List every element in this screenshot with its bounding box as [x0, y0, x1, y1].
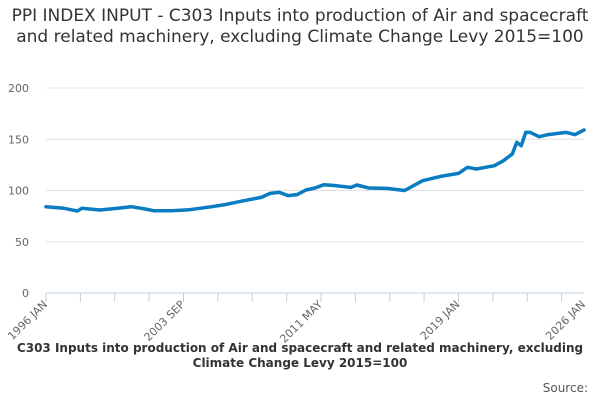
data-point	[44, 205, 48, 209]
y-tick-label: 150	[8, 133, 29, 146]
y-tick-label: 100	[8, 185, 29, 198]
data-point	[143, 207, 147, 211]
y-tick-label: 200	[8, 82, 29, 95]
data-point	[403, 188, 407, 193]
data-point	[385, 186, 389, 191]
data-point	[349, 185, 353, 190]
x-tick-label: 2003 SEP	[142, 298, 188, 344]
data-point	[524, 130, 528, 134]
data-point	[259, 195, 263, 199]
data-point	[367, 186, 371, 190]
data-series-line	[44, 128, 586, 213]
data-point	[564, 130, 568, 134]
data-point	[277, 190, 281, 194]
data-point	[152, 209, 156, 213]
data-point	[304, 188, 308, 192]
data-point	[223, 203, 227, 207]
data-point	[268, 191, 272, 195]
data-point	[62, 206, 66, 210]
x-axis-label: C303 Inputs into production of Air and s…	[16, 341, 584, 370]
data-point	[456, 171, 461, 175]
data-point	[510, 152, 514, 156]
data-point	[75, 209, 79, 213]
data-point	[546, 133, 550, 137]
x-tick-label: 1996 JAN	[5, 298, 50, 343]
data-point	[205, 205, 209, 209]
data-point	[528, 130, 532, 134]
data-point	[241, 199, 245, 203]
x-tick-label: 2019 JAN	[418, 298, 463, 343]
data-point	[169, 209, 174, 213]
data-point	[98, 208, 102, 212]
data-point	[519, 144, 523, 148]
data-point	[80, 206, 84, 210]
data-point	[515, 140, 519, 144]
data-point	[582, 128, 586, 132]
chart-title: PPI INDEX INPUT - C303 Inputs into produ…	[11, 6, 589, 47]
x-tick-label: 2011 MAY	[277, 298, 325, 346]
y-tick-label: 50	[15, 236, 29, 249]
data-point	[322, 183, 326, 187]
data-point	[465, 165, 470, 169]
data-point	[286, 194, 290, 198]
data-point	[501, 159, 505, 163]
data-point	[295, 193, 299, 197]
source-label: Source:	[542, 381, 588, 395]
data-point	[438, 174, 443, 178]
x-tick-label: 2026 JAN	[543, 298, 588, 343]
data-point	[474, 167, 478, 171]
data-point	[313, 186, 317, 190]
data-point	[355, 183, 359, 187]
data-point	[116, 206, 120, 210]
data-point	[331, 183, 335, 187]
data-point	[187, 208, 192, 212]
data-point	[129, 205, 133, 209]
data-point	[492, 164, 496, 168]
data-point	[537, 135, 541, 139]
data-point	[421, 179, 425, 183]
data-point	[573, 133, 577, 137]
y-tick-label: 0	[22, 287, 29, 300]
